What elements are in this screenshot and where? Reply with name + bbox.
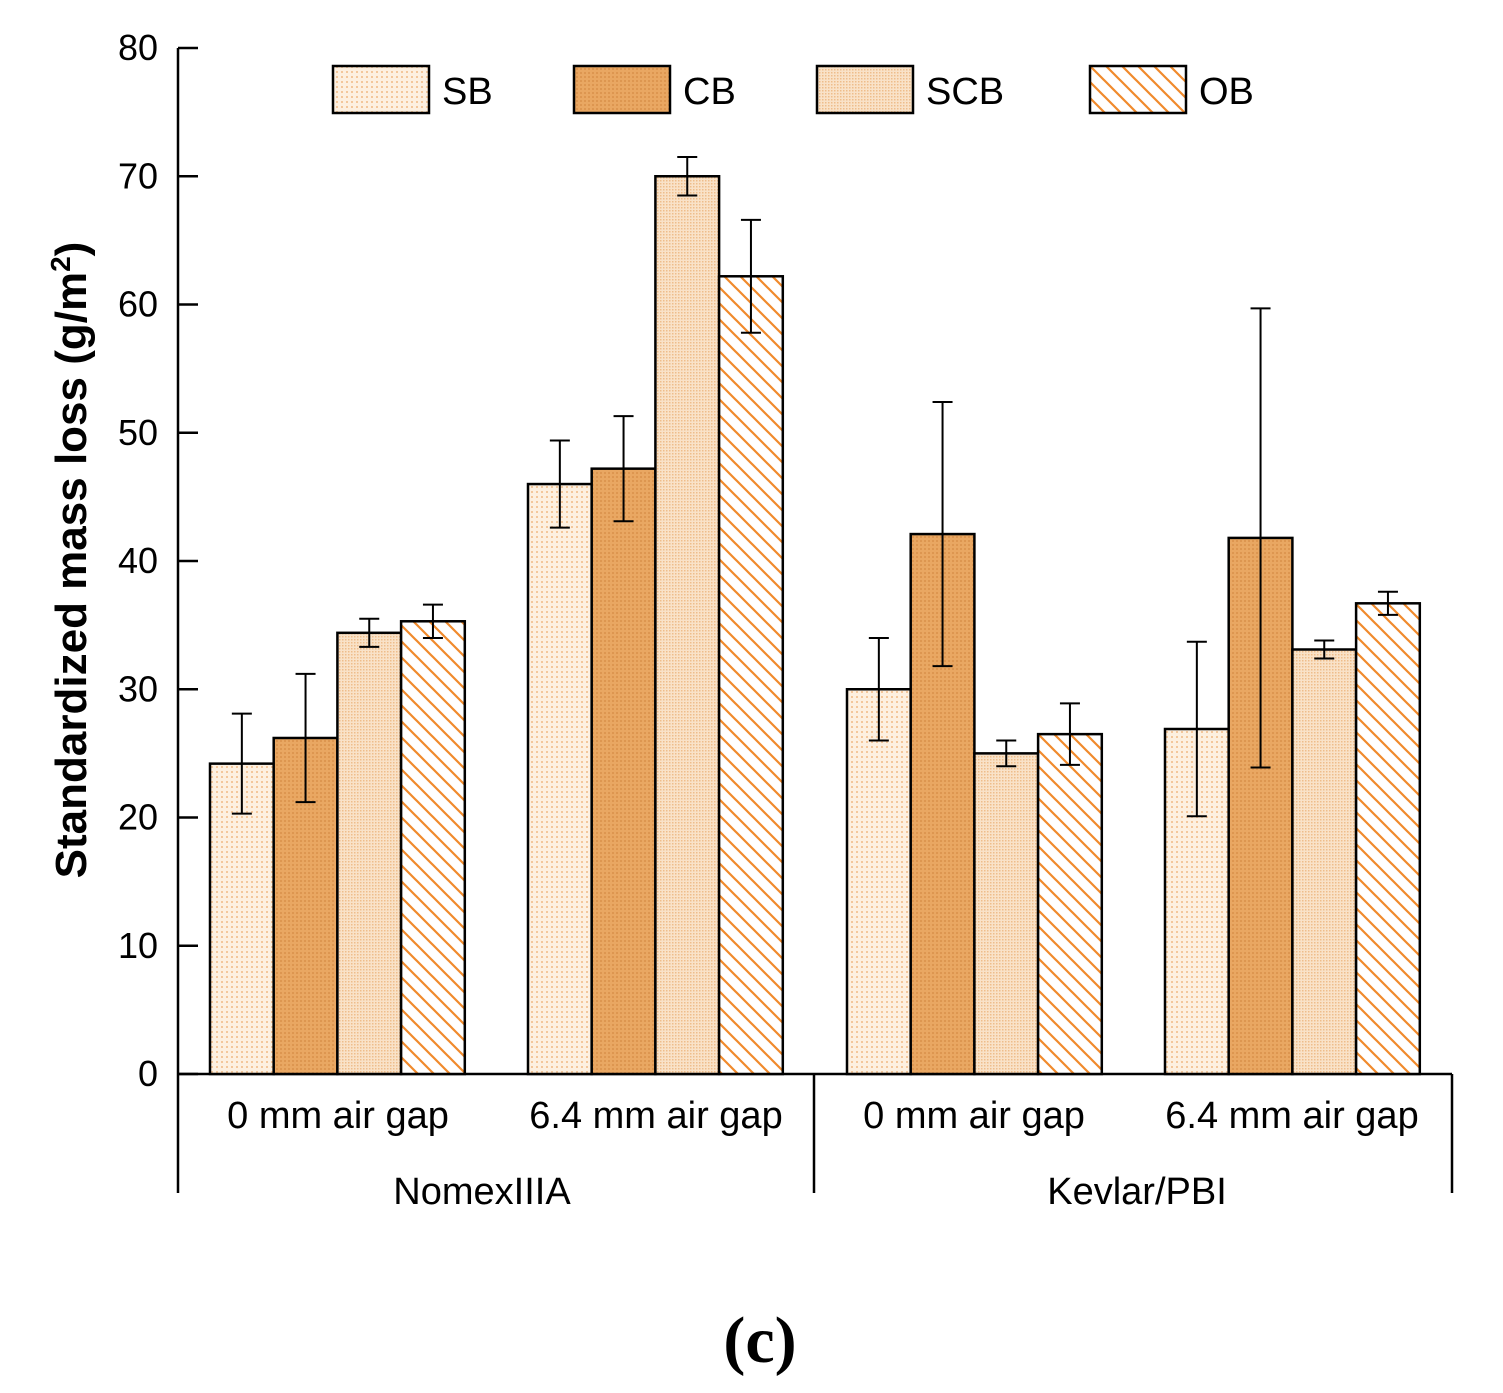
bar-sb-3: [845, 688, 912, 1076]
error-bar-scb-1: [359, 617, 380, 648]
bar-scb-3: [973, 752, 1040, 1076]
legend-label-ob: OB: [1199, 71, 1254, 113]
y-tick-label: 80: [118, 27, 158, 68]
subcategory-label-nomex-6mm: 6.4 mm air gap: [529, 1095, 782, 1137]
bar-ob-4: [1354, 602, 1422, 1076]
error-bar-scb-2: [677, 156, 698, 197]
legend: SB CB SCB OB: [331, 64, 1254, 115]
y-tick-label: 60: [118, 284, 158, 325]
group-label-kevlar: Kevlar/PBI: [1047, 1171, 1227, 1213]
bar-cb-2: [590, 467, 657, 1076]
legend-swatch-sb: [331, 64, 431, 115]
error-bar-scb-3: [996, 739, 1017, 768]
y-tick-label: 20: [118, 797, 158, 838]
legend-label-scb: SCB: [926, 71, 1004, 113]
group-label-nomex: NomexIIIA: [393, 1171, 571, 1213]
subcategory-label-kevlar-6mm: 6.4 mm air gap: [1165, 1095, 1418, 1137]
y-tick-label: 50: [118, 412, 158, 453]
error-bar-cb-4: [1250, 307, 1271, 769]
legend-swatch-ob: [1088, 64, 1188, 115]
error-bar-ob-2: [740, 218, 761, 334]
y-axis-title: Standardized mass loss (g/m2): [45, 242, 96, 879]
bar-scb-4: [1291, 648, 1358, 1076]
error-bar-sb-3: [868, 636, 889, 742]
legend-label-cb: CB: [683, 71, 736, 113]
subcategory-label-kevlar-0mm: 0 mm air gap: [863, 1095, 1085, 1137]
bar-scb-1: [336, 631, 403, 1076]
error-bars: [231, 156, 1398, 818]
error-bar-ob-4: [1377, 590, 1398, 616]
legend-label-sb: SB: [442, 71, 493, 113]
error-bar-cb-3: [932, 400, 953, 668]
error-bar-sb-1: [231, 712, 252, 815]
error-bar-sb-2: [549, 439, 570, 529]
error-bar-ob-3: [1059, 702, 1080, 766]
y-tick-label: 10: [118, 925, 158, 966]
legend-swatch-scb: [815, 64, 915, 115]
bar-sb-2: [526, 482, 593, 1076]
legend-swatch-cb: [572, 64, 672, 115]
y-ticks: 0 10 20 30 40 50 60 70 80: [118, 27, 198, 1094]
bar-ob-3: [1036, 732, 1104, 1076]
bar-scb-2: [654, 175, 721, 1076]
y-tick-label: 40: [118, 540, 158, 581]
y-tick-label: 70: [118, 155, 158, 196]
y-tick-label: 0: [138, 1053, 158, 1094]
error-bar-scb-4: [1314, 639, 1335, 660]
subcategory-label-nomex-0mm: 0 mm air gap: [227, 1095, 449, 1137]
bar-ob-1: [399, 620, 467, 1076]
error-bar-cb-2: [613, 415, 634, 523]
error-bar-sb-4: [1186, 640, 1207, 818]
y-tick-label: 30: [118, 668, 158, 709]
figure-caption: (c): [723, 1304, 796, 1377]
bars: [208, 175, 1422, 1076]
error-bar-cb-1: [295, 672, 316, 804]
error-bar-ob-1: [422, 603, 443, 639]
bar-ob-2: [717, 275, 785, 1076]
